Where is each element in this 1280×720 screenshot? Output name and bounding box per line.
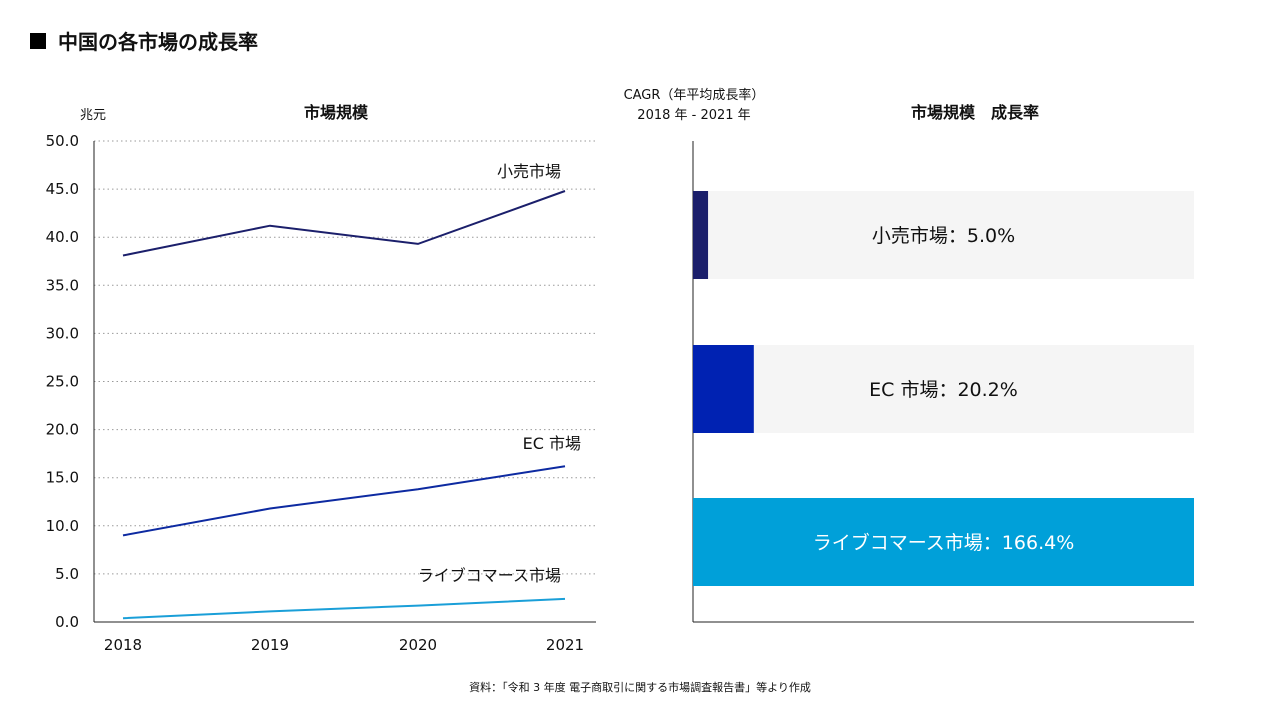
page-title: 中国の各市場の成長率 — [30, 26, 258, 55]
bar — [693, 191, 709, 279]
title-square-icon — [30, 32, 46, 49]
bar-label: EC 市場：20.2% — [869, 379, 1018, 401]
series-line — [122, 597, 566, 620]
y-tick-label: 35.0 — [46, 276, 79, 294]
cagr-header-line1: CAGR（年平均成長率） — [623, 88, 765, 103]
y-tick-label: 45.0 — [46, 180, 79, 198]
series-label: ライブコマース市場 — [418, 566, 561, 585]
bar — [693, 345, 754, 433]
y-tick-label: 5.0 — [55, 565, 79, 583]
bar-label: ライブコマース市場：166.4% — [813, 531, 1075, 554]
x-tick-label: 2019 — [251, 636, 289, 654]
bar-chart-title: 市場規模 成長率 — [910, 103, 1039, 122]
series-label: 小売市場 — [497, 162, 561, 181]
series-line — [122, 190, 566, 257]
cagr-header-line2: 2018 年 - 2021 年 — [637, 108, 751, 123]
y-tick-label: 50.0 — [46, 132, 79, 150]
bar-background — [693, 345, 1194, 433]
y-tick-label: 30.0 — [46, 324, 79, 342]
series-label: EC 市場 — [523, 434, 581, 453]
x-tick-label: 2021 — [546, 636, 584, 654]
x-tick-label: 2020 — [399, 636, 437, 654]
bar-background — [693, 191, 1194, 279]
x-tick-label: 2018 — [104, 636, 142, 654]
y-tick-label: 20.0 — [46, 421, 79, 439]
y-tick-label: 10.0 — [46, 517, 79, 535]
y-tick-label: 40.0 — [46, 228, 79, 246]
line-chart-title: 市場規模 — [303, 103, 368, 122]
y-tick-label: 25.0 — [46, 373, 79, 391]
bar — [693, 498, 1194, 586]
source-note: 資料：「令和 3 年度 電子商取引に関する市場調査報告書」等より作成 — [469, 681, 811, 694]
y-tick-label: 0.0 — [55, 613, 79, 631]
series-line — [122, 465, 566, 537]
page-title-text: 中国の各市場の成長率 — [58, 30, 258, 54]
y-tick-label: 15.0 — [46, 469, 79, 487]
line-ylabel: 兆元 — [80, 108, 107, 123]
bar-label: 小売市場：5.0% — [872, 225, 1015, 247]
